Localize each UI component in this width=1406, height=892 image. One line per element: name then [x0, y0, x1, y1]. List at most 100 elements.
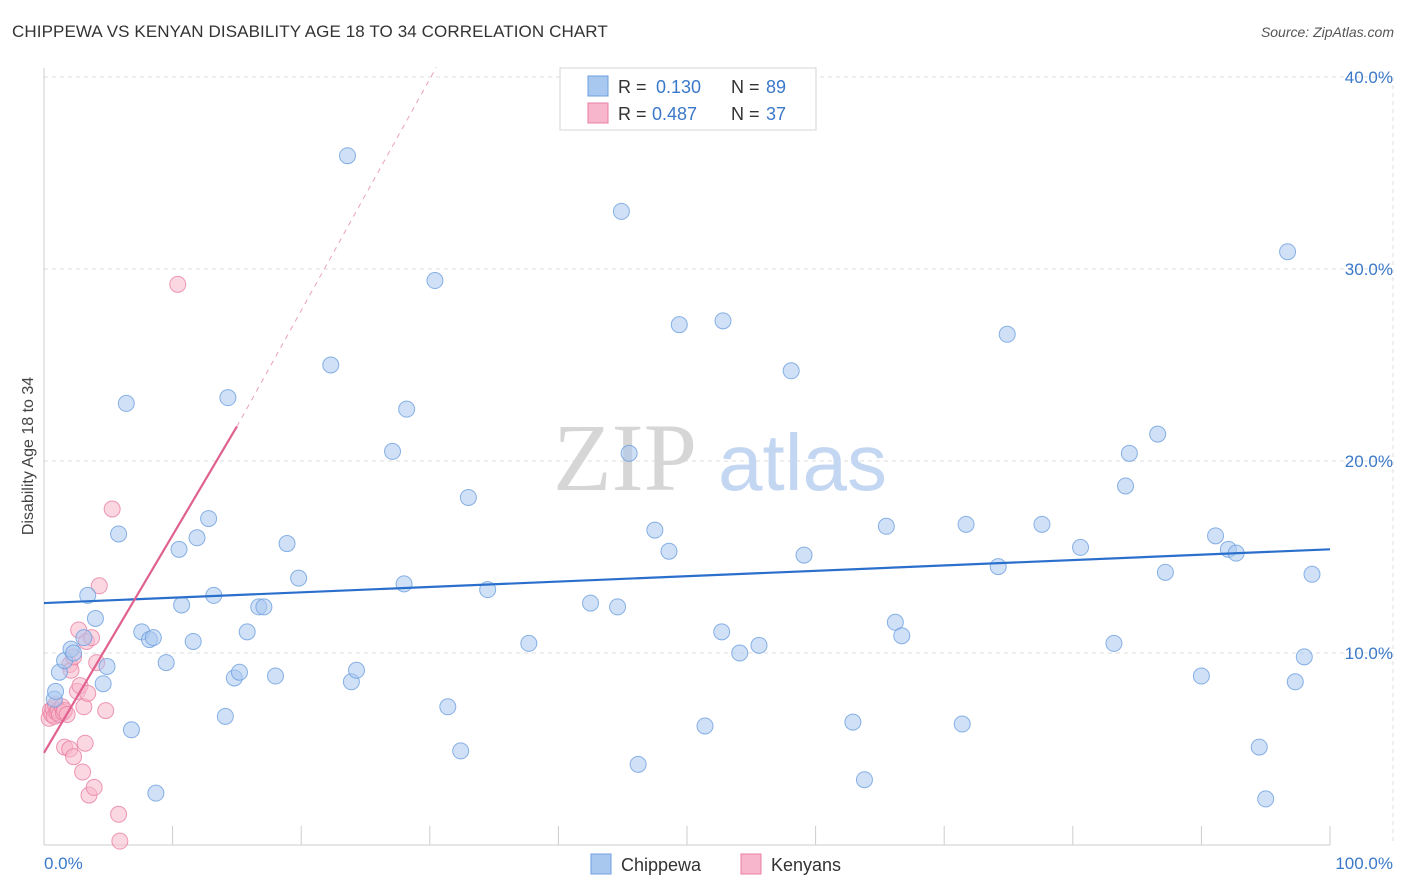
legend-r-value-kenyans: 0.487	[652, 104, 697, 124]
chippewa-point	[1192, 667, 1210, 685]
chippewa-point	[459, 488, 477, 506]
chippewa-point	[266, 667, 284, 685]
y-tick-label-30: 30.0%	[1345, 260, 1393, 279]
legend-n-value-kenyans: 37	[766, 104, 786, 124]
watermark: ZIP atlas	[553, 404, 887, 511]
kenyans-point	[90, 577, 108, 595]
chippewa-point	[110, 525, 128, 543]
chippewa-point	[278, 535, 296, 553]
chippewa-point	[620, 444, 638, 462]
chippewa-point	[713, 623, 731, 641]
chippewa-point	[86, 609, 104, 627]
trend-lines	[43, 67, 1331, 754]
kenyans-trend-line	[43, 425, 238, 754]
chippewa-point	[439, 698, 457, 716]
chippewa-point	[322, 356, 340, 374]
chippewa-point	[998, 325, 1016, 343]
chippewa-point	[184, 632, 202, 650]
chippewa-point	[893, 627, 911, 645]
chippewa-point	[1105, 634, 1123, 652]
kenyans-point	[85, 778, 103, 796]
y-tick-label-10: 10.0%	[1345, 644, 1393, 663]
legend-n-label-chippewa: N =	[731, 77, 760, 97]
kenyans-point	[111, 832, 129, 850]
chart-title: CHIPPEWA VS KENYAN DISABILITY AGE 18 TO …	[12, 22, 608, 41]
x-tick-label-0: 0.0%	[44, 854, 83, 873]
chippewa-point	[750, 636, 768, 654]
legend-r-value-chippewa: 0.130	[656, 77, 701, 97]
source-label: Source: ZipAtlas.com	[1260, 24, 1394, 40]
chippewa-point	[384, 442, 402, 460]
watermark-atlas: atlas	[718, 418, 887, 507]
y-tick-label-40: 40.0%	[1345, 68, 1393, 87]
chippewa-point	[855, 771, 873, 789]
chippewa-point	[188, 529, 206, 547]
chippewa-point	[452, 742, 470, 760]
chippewa-point	[173, 596, 191, 614]
legend-n-value-chippewa: 89	[766, 77, 786, 97]
chippewa-point	[47, 682, 65, 700]
legend-n-label-kenyans: N =	[731, 104, 760, 124]
chippewa-point	[238, 623, 256, 641]
chippewa-point	[731, 644, 749, 662]
chippewa-point	[1149, 425, 1167, 443]
chippewa-point	[989, 558, 1007, 576]
chippewa-point	[1295, 648, 1313, 666]
chippewa-point	[98, 657, 116, 675]
kenyans-point	[110, 805, 128, 823]
chippewa-point	[255, 598, 273, 616]
chippewa-point	[122, 721, 140, 739]
chippewa-trend-line	[43, 548, 1331, 605]
chippewa-point	[612, 202, 630, 220]
chippewa-point	[609, 598, 627, 616]
chippewa-point	[1250, 738, 1268, 756]
bottom-legend-chippewa: Chippewa	[621, 855, 702, 875]
kenyans-point	[76, 734, 94, 752]
chippewa-point	[79, 586, 97, 604]
chippewa-point	[216, 707, 234, 725]
bottom-legend-kenyans: Kenyans	[771, 855, 841, 875]
legend-r-label-kenyans: R =	[618, 104, 647, 124]
chippewa-point	[94, 675, 112, 693]
x-tick-label-100: 100.0%	[1335, 854, 1393, 873]
bottom-legend: Chippewa Kenyans	[590, 853, 841, 875]
chippewa-point	[347, 661, 365, 679]
chippewa-point	[629, 755, 647, 773]
chippewa-point	[147, 784, 165, 802]
chippewa-point	[782, 362, 800, 380]
bottom-legend-swatch-kenyans	[740, 853, 762, 875]
chippewa-point	[1072, 538, 1090, 556]
chippewa-points	[45, 147, 1321, 808]
legend-swatch-chippewa	[587, 75, 609, 97]
kenyans-points	[40, 275, 187, 850]
chippewa-point	[157, 654, 175, 672]
chippewa-point	[338, 147, 356, 165]
chippewa-point	[957, 515, 975, 533]
chippewa-point	[1303, 565, 1321, 583]
chippewa-point	[290, 569, 308, 587]
legend-r-label-chippewa: R =	[618, 77, 647, 97]
chippewa-point	[117, 394, 135, 412]
y-tick-labels: 10.0% 20.0% 30.0% 40.0%	[1345, 68, 1393, 663]
chippewa-point	[1207, 527, 1225, 545]
kenyans-point	[97, 702, 115, 720]
kenyans-point	[74, 763, 92, 781]
kenyans-trend-extension	[236, 67, 437, 427]
chippewa-point	[65, 644, 83, 662]
chippewa-point	[646, 521, 664, 539]
chippewa-point	[520, 634, 538, 652]
chippewa-point	[1279, 243, 1297, 261]
chippewa-point	[1033, 515, 1051, 533]
kenyans-point	[103, 500, 121, 518]
chippewa-point	[953, 715, 971, 733]
chippewa-point	[230, 663, 248, 681]
chippewa-point	[670, 316, 688, 334]
chippewa-point	[1120, 444, 1138, 462]
chippewa-point	[844, 713, 862, 731]
chippewa-point	[200, 510, 218, 528]
chippewa-point	[398, 400, 416, 418]
chippewa-point	[426, 272, 444, 290]
y-axis-label: Disability Age 18 to 34	[20, 377, 37, 535]
chippewa-point	[660, 542, 678, 560]
